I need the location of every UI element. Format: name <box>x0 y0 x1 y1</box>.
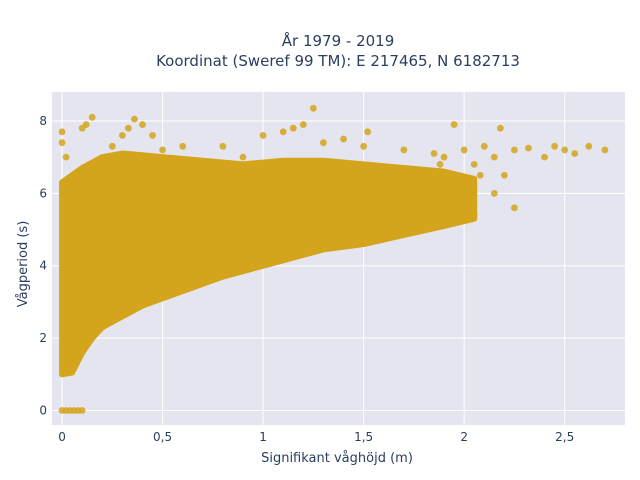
x-tick-label: 1,5 <box>354 430 373 444</box>
data-point <box>309 104 317 112</box>
data-point <box>58 139 66 147</box>
data-point <box>470 160 478 168</box>
data-point <box>108 142 116 150</box>
data-point <box>480 142 488 150</box>
x-tick-label: 0 <box>58 430 66 444</box>
data-point <box>82 121 90 128</box>
x-axis-title: Signifikant våghöjd (m) <box>261 451 413 466</box>
data-point <box>364 128 372 136</box>
data-point <box>219 142 227 150</box>
data-point <box>380 182 388 190</box>
data-point <box>470 211 478 219</box>
data-point <box>420 171 428 179</box>
data-point <box>131 115 138 123</box>
x-tick-label: 1 <box>259 430 267 444</box>
data-point <box>460 186 468 194</box>
data-point <box>525 144 532 152</box>
data-point <box>460 146 468 154</box>
data-point <box>585 142 593 150</box>
data-point <box>440 153 448 161</box>
data-point <box>320 139 327 147</box>
data-point <box>410 215 418 223</box>
x-tick-label: 0,5 <box>153 430 172 444</box>
data-point <box>551 142 559 150</box>
point-cloud <box>59 150 478 378</box>
y-tick-label: 4 <box>39 259 47 273</box>
data-point <box>118 132 126 139</box>
y-axis-ticks: 0 2 4 6 8 <box>39 114 47 418</box>
data-point <box>541 153 548 161</box>
data-point <box>500 171 508 179</box>
data-point <box>490 153 498 161</box>
chart-title: År 1979 - 2019 <box>282 31 395 50</box>
data-point <box>62 153 70 161</box>
y-tick-label: 8 <box>39 114 47 128</box>
data-point <box>490 189 498 197</box>
data-point <box>380 226 388 233</box>
data-point <box>446 197 454 204</box>
data-point <box>340 135 347 143</box>
data-point <box>436 160 444 168</box>
data-point <box>124 124 132 132</box>
y-tick-label: 6 <box>39 186 47 200</box>
data-point <box>78 407 86 414</box>
data-point <box>299 121 307 128</box>
data-point <box>289 124 297 132</box>
data-point <box>511 204 518 212</box>
data-point <box>430 150 438 157</box>
data-point <box>149 132 156 139</box>
data-points <box>58 104 609 414</box>
data-point <box>450 121 458 128</box>
data-point <box>88 113 96 121</box>
data-point <box>496 124 504 132</box>
data-point <box>561 146 569 154</box>
x-axis-ticks: 0 0,5 1 1,5 2 2,5 <box>58 430 574 444</box>
x-tick-label: 2 <box>460 430 468 444</box>
data-point <box>601 146 609 154</box>
data-cloud <box>59 150 478 378</box>
data-point <box>390 168 398 176</box>
data-point <box>571 150 579 157</box>
y-tick-label: 0 <box>39 404 47 418</box>
data-point <box>159 146 166 154</box>
data-point <box>259 132 267 139</box>
y-axis-title: Vågperiod (s) <box>16 221 31 308</box>
y-tick-label: 2 <box>39 331 47 345</box>
chart-subtitle: Koordinat (Sweref 99 TM): E 217465, N 61… <box>156 52 520 70</box>
data-point <box>179 142 187 150</box>
data-point <box>239 153 247 161</box>
data-point <box>511 146 518 154</box>
data-point <box>476 171 484 179</box>
data-point <box>279 128 287 136</box>
data-point <box>360 142 368 150</box>
data-point <box>400 146 408 154</box>
data-point <box>440 175 448 183</box>
data-point <box>450 208 458 215</box>
x-tick-label: 2,5 <box>555 430 574 444</box>
data-point <box>139 121 146 128</box>
data-point <box>58 128 66 136</box>
